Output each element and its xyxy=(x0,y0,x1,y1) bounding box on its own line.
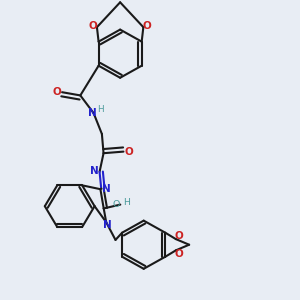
Text: O: O xyxy=(112,200,120,209)
Text: O: O xyxy=(124,147,133,157)
Text: O: O xyxy=(143,21,152,31)
Text: N: N xyxy=(102,184,111,194)
Text: O: O xyxy=(88,21,97,31)
Text: H: H xyxy=(123,197,130,206)
Text: O: O xyxy=(175,231,184,241)
Text: H: H xyxy=(98,105,104,114)
Text: N: N xyxy=(103,220,112,230)
Text: O: O xyxy=(175,249,184,259)
Text: N: N xyxy=(88,108,96,118)
Text: O: O xyxy=(53,87,62,97)
Text: N: N xyxy=(90,166,99,176)
